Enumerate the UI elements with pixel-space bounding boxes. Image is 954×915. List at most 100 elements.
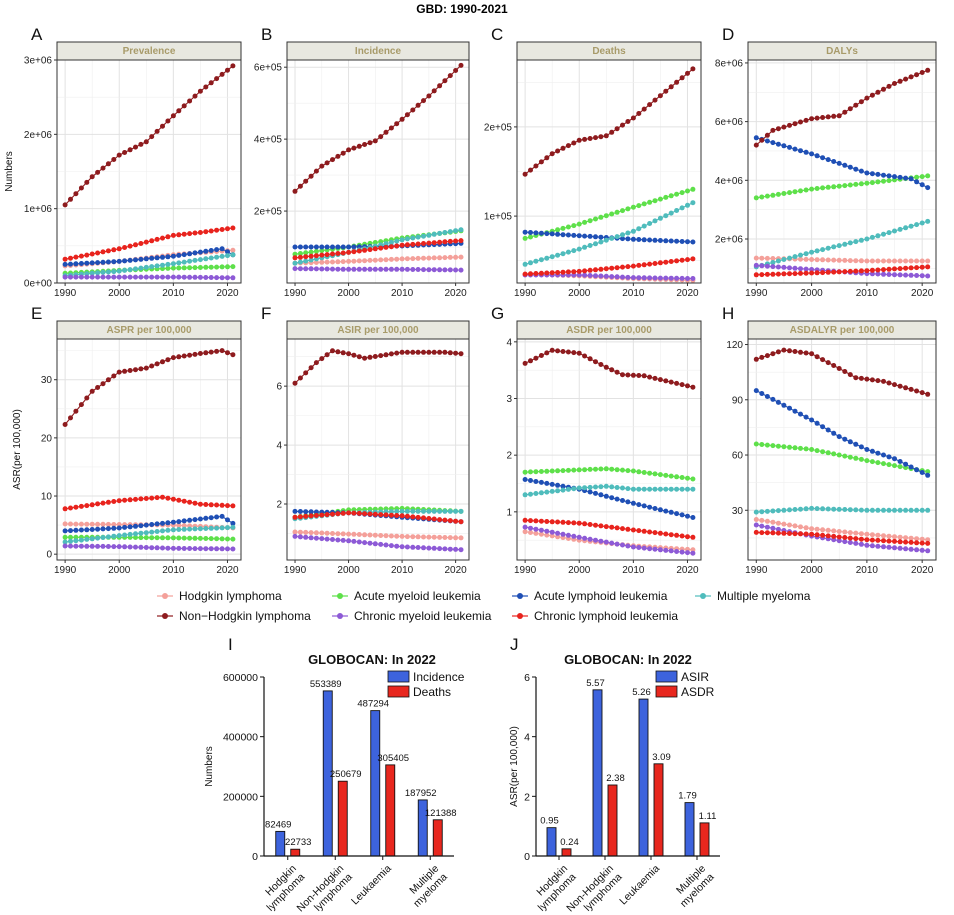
data-point xyxy=(447,73,453,79)
x-tick-label: 2020 xyxy=(444,565,467,576)
data-point xyxy=(593,267,598,273)
legend-marker xyxy=(162,613,168,619)
data-point xyxy=(143,264,149,270)
data-point xyxy=(330,266,335,272)
data-point xyxy=(319,248,325,254)
data-point xyxy=(68,543,73,549)
data-point xyxy=(908,539,914,545)
data-point xyxy=(847,530,853,536)
y-tick-label: 4e+05 xyxy=(254,135,283,146)
data-point xyxy=(73,527,79,533)
data-point xyxy=(73,504,79,510)
bar-value-label: 0.95 xyxy=(540,816,559,827)
data-point xyxy=(555,348,561,354)
data-point xyxy=(864,447,870,452)
data-point xyxy=(230,546,236,552)
data-point xyxy=(792,507,798,512)
data-point xyxy=(919,390,925,396)
data-point xyxy=(858,541,864,547)
data-point xyxy=(679,382,685,388)
y-tick-label: 6e+05 xyxy=(254,63,283,74)
data-point xyxy=(544,231,550,237)
data-point xyxy=(351,266,357,272)
data-point xyxy=(458,227,464,233)
data-point xyxy=(881,452,886,458)
data-point xyxy=(100,165,106,171)
data-point xyxy=(372,532,378,538)
data-point xyxy=(908,176,914,182)
data-point xyxy=(803,350,809,356)
legend-item-multiple-myeloma: Multiple myeloma xyxy=(695,589,811,603)
data-point xyxy=(73,408,79,414)
data-point xyxy=(636,545,642,550)
data-point xyxy=(647,546,653,552)
data-point xyxy=(674,474,680,480)
x-tick-label: 2020 xyxy=(911,288,934,299)
data-point xyxy=(154,535,160,541)
data-point xyxy=(875,543,881,549)
facet-title: DALYs xyxy=(826,46,858,57)
data-point xyxy=(340,266,346,272)
data-point xyxy=(351,531,357,537)
data-point xyxy=(319,356,325,362)
data-point xyxy=(230,503,236,509)
panel-border xyxy=(56,338,242,561)
data-point xyxy=(914,467,920,473)
data-point xyxy=(404,236,410,242)
data-point xyxy=(100,381,106,387)
data-point xyxy=(522,229,528,235)
data-point xyxy=(825,257,831,263)
data-point xyxy=(154,263,160,269)
x-tick-label: 2000 xyxy=(568,288,591,299)
data-point xyxy=(165,261,171,267)
data-point xyxy=(181,274,187,280)
data-point xyxy=(881,172,886,178)
data-point xyxy=(138,141,144,147)
data-point xyxy=(340,259,346,265)
data-point xyxy=(383,129,389,135)
data-point xyxy=(647,374,653,380)
data-point xyxy=(170,265,176,271)
data-point xyxy=(100,521,106,527)
data-point xyxy=(925,537,931,543)
data-point xyxy=(903,258,909,264)
y-tick-label: 0 xyxy=(252,851,258,863)
data-point xyxy=(116,268,122,274)
data-point xyxy=(303,258,309,264)
data-point xyxy=(100,526,106,532)
data-point xyxy=(346,266,352,272)
data-point xyxy=(576,268,582,274)
data-point xyxy=(571,248,577,254)
data-point xyxy=(426,516,432,521)
data-point xyxy=(609,367,615,373)
data-point xyxy=(538,257,544,263)
data-point xyxy=(111,269,117,275)
data-point xyxy=(869,448,875,454)
data-point xyxy=(105,544,111,549)
data-point xyxy=(759,354,765,360)
data-point xyxy=(620,208,625,214)
data-point xyxy=(187,526,193,532)
data-point xyxy=(528,530,533,535)
data-point xyxy=(582,272,588,278)
data-point xyxy=(886,454,892,460)
data-point xyxy=(192,250,198,256)
data-point xyxy=(787,444,792,450)
data-point xyxy=(154,128,160,134)
data-point xyxy=(346,351,352,357)
panel-letter: J xyxy=(510,635,519,654)
data-point xyxy=(127,267,133,273)
data-point xyxy=(652,546,658,552)
series-chronic-myeloid-leukemia xyxy=(292,533,464,553)
data-point xyxy=(453,508,459,514)
data-point xyxy=(775,530,781,536)
data-point xyxy=(925,548,931,554)
data-point xyxy=(603,483,609,489)
data-point xyxy=(149,274,155,280)
data-point xyxy=(143,545,149,550)
data-point xyxy=(770,192,776,198)
x-tick-label: 2020 xyxy=(911,565,934,576)
data-point xyxy=(925,258,931,264)
data-point xyxy=(770,530,776,536)
